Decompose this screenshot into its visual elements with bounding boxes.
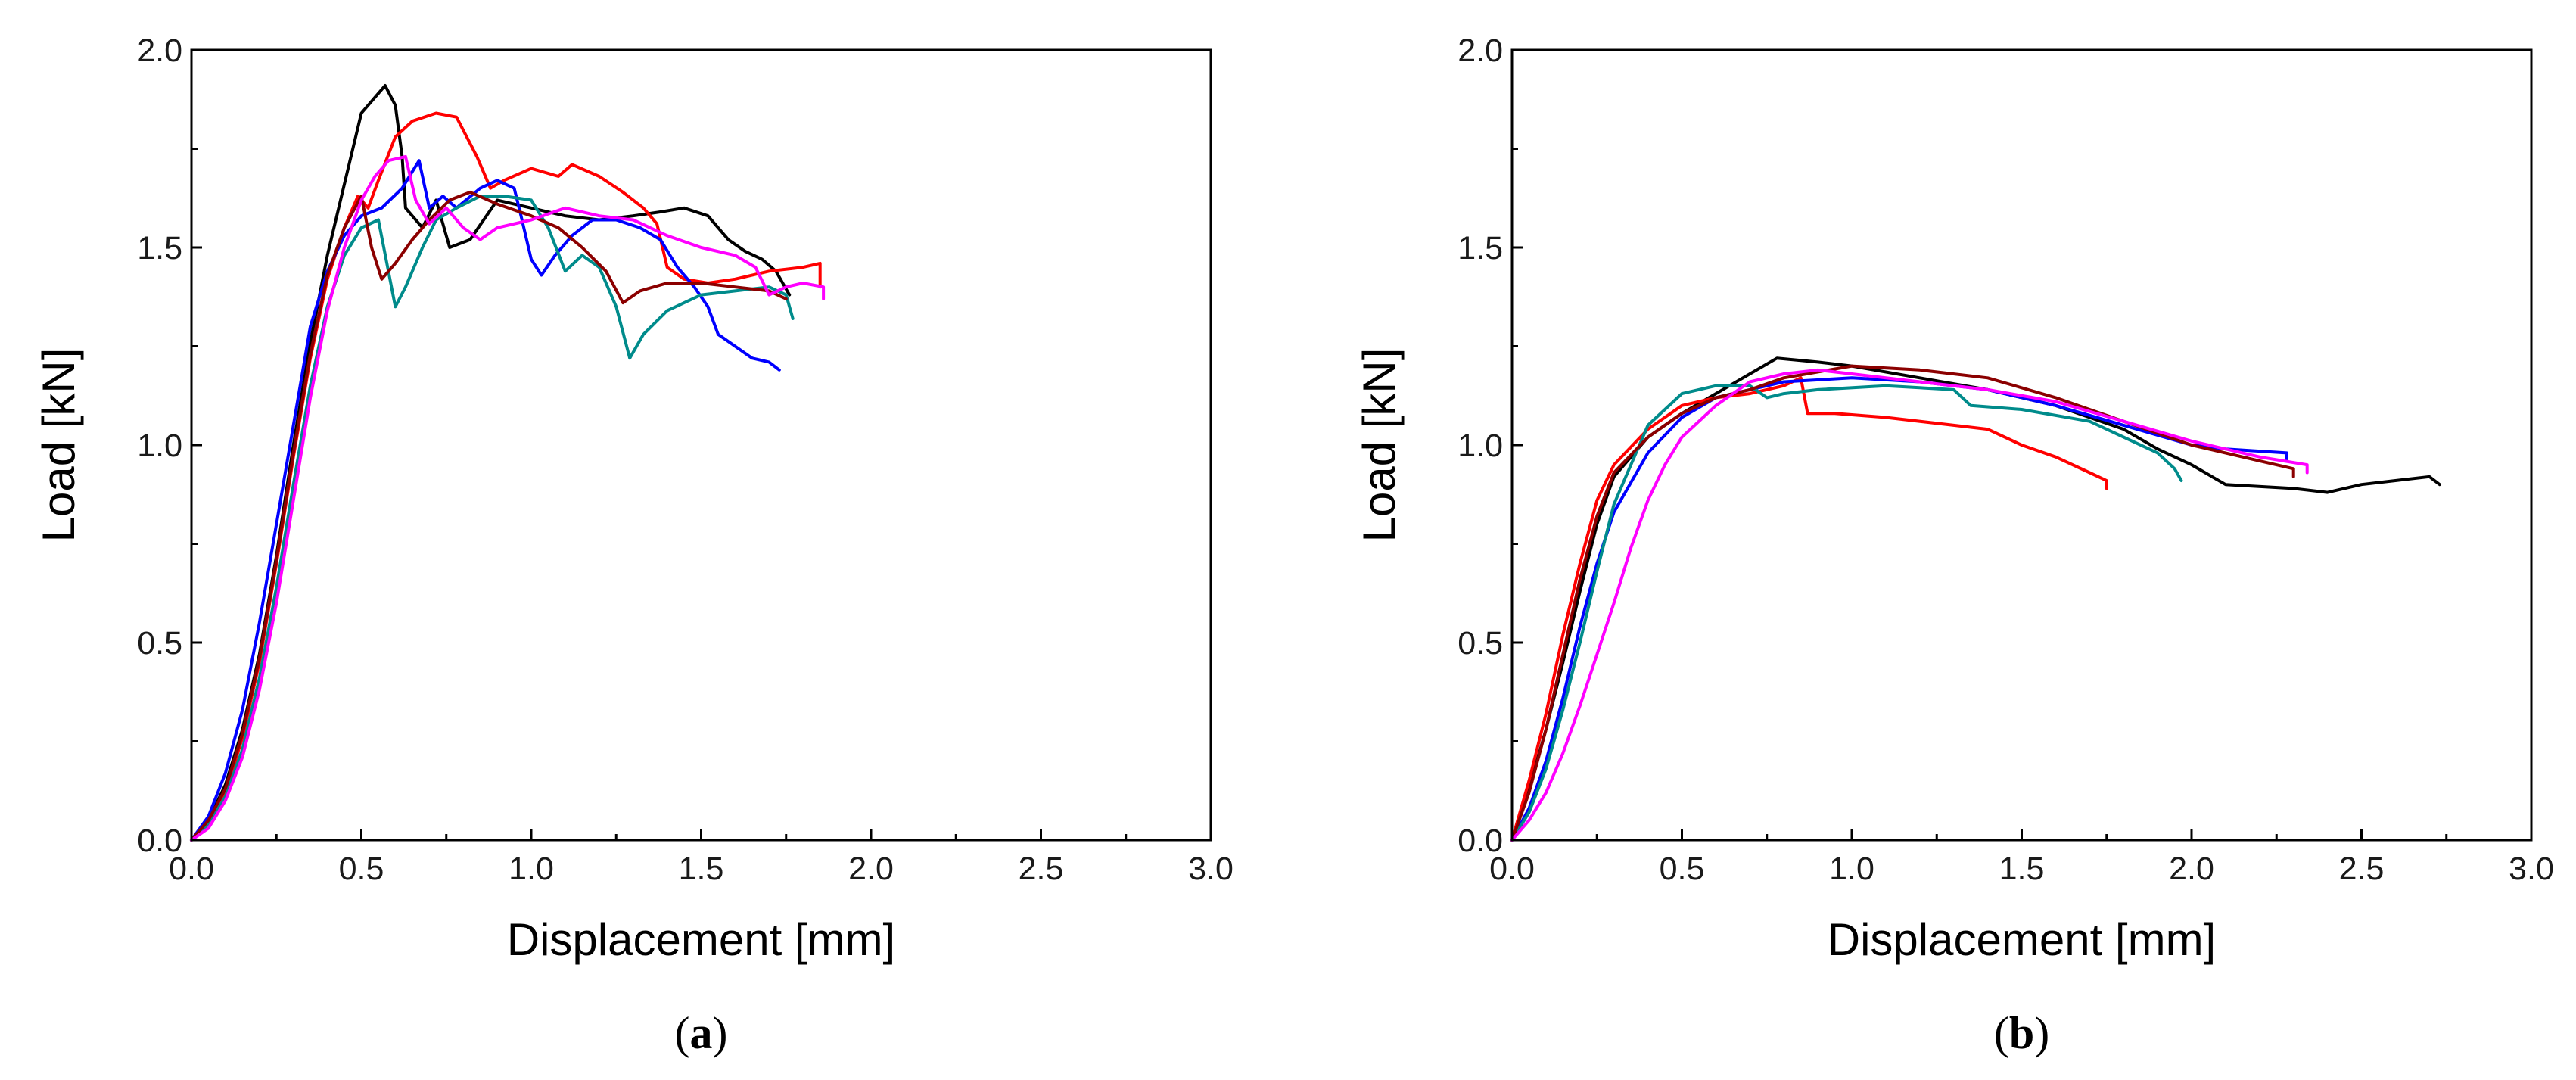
panel-label: (b) xyxy=(1994,1008,2049,1058)
y-tick-label: 2.0 xyxy=(1458,33,1503,69)
x-tick-label: 1.0 xyxy=(509,851,554,887)
x-tick-label: 1.0 xyxy=(1829,851,1874,887)
x-axis-title: Displacement [mm] xyxy=(507,914,895,965)
x-tick-label: 3.0 xyxy=(2509,851,2554,887)
series-line-specimen-6 xyxy=(1510,368,2309,842)
x-axis-title: Displacement [mm] xyxy=(1828,914,2216,965)
y-tick-label: 1.5 xyxy=(137,230,182,266)
x-tick-label: 2.5 xyxy=(2339,851,2385,887)
x-tick-label: 3.0 xyxy=(1188,851,1234,887)
panel-a: 0.0 0.5 1.0 1.5 2.0 2.5 3.0 0.0 0.5 1.0 1.5 2.0 Disp… xyxy=(33,33,1234,1058)
y-axis-title: Load [kN] xyxy=(33,348,84,543)
x-tick-label: 2.0 xyxy=(2169,851,2214,887)
x-tick-label: 0.0 xyxy=(169,851,214,887)
series-line-specimen-4 xyxy=(190,195,795,842)
series-line-specimen-3 xyxy=(1510,376,2288,842)
series-line-specimen-3 xyxy=(190,159,781,842)
y-tick-label: 0.0 xyxy=(137,823,182,859)
panel-b: 0.0 0.5 1.0 1.5 2.0 2.5 3.0 0.0 0.5 1.0 1.5 2.0 Disp… xyxy=(1354,33,2554,1058)
plot-frame xyxy=(190,48,1212,842)
y-tick-label: 0.5 xyxy=(1458,625,1503,661)
y-axis-title: Load [kN] xyxy=(1354,348,1405,543)
x-tick-label: 1.5 xyxy=(1999,851,2045,887)
x-tick-label: 0.5 xyxy=(339,851,384,887)
x-tick-label: 2.5 xyxy=(1019,851,1064,887)
series-line-specimen-6 xyxy=(190,154,826,842)
y-tick-label: 1.5 xyxy=(1458,230,1503,266)
y-tick-label: 2.0 xyxy=(137,33,182,69)
series-line-specimen-2 xyxy=(1510,376,2108,842)
y-tick-label: 0.5 xyxy=(137,625,182,661)
series-line-specimen-5 xyxy=(190,190,788,842)
y-tick-label: 0.0 xyxy=(1458,823,1503,859)
x-tick-label: 1.5 xyxy=(679,851,724,887)
panel-label: (a) xyxy=(675,1008,728,1058)
y-tick-label: 1.0 xyxy=(137,428,182,464)
series-line-specimen-1 xyxy=(190,84,792,842)
x-tick-label: 2.0 xyxy=(848,851,894,887)
series-line-specimen-1 xyxy=(1510,356,2441,842)
x-tick-label: 0.5 xyxy=(1660,851,1705,887)
x-tick-label: 0.0 xyxy=(1489,851,1535,887)
y-tick-label: 1.0 xyxy=(1458,428,1503,464)
series-line-specimen-5 xyxy=(1510,364,2295,842)
series-line-specimen-4 xyxy=(1510,384,2183,842)
